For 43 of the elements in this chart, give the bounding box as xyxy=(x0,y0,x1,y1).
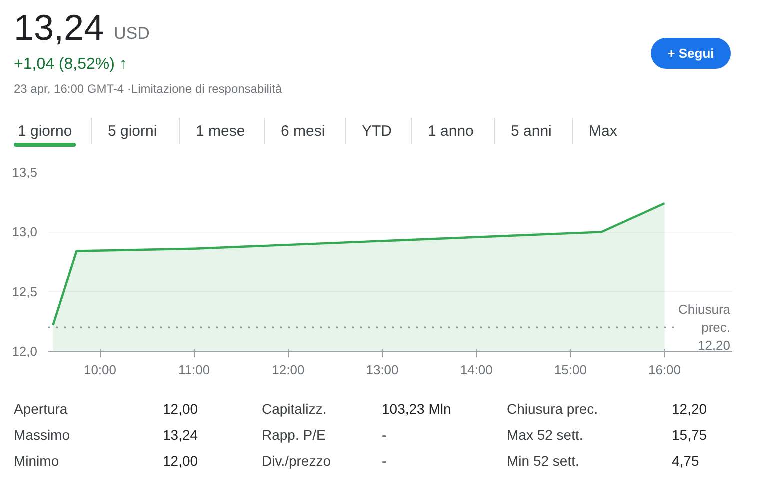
ref-line-label: Chiusura prec. 12,20 xyxy=(678,302,732,354)
text: 1 anno xyxy=(428,122,474,142)
x-tick-label: 16:00 xyxy=(648,362,682,378)
text: Div./prezzo xyxy=(262,452,331,471)
text: 12,00 xyxy=(163,400,198,419)
text: +1,04 (8,52%) ↑ xyxy=(14,55,128,75)
text: 1 mese xyxy=(196,122,246,142)
text: YTD xyxy=(362,122,392,142)
text: 13,24 xyxy=(14,6,104,50)
text: Max 52 sett. xyxy=(507,426,584,445)
text: 23 apr, 16:00 GMT-4 ·Limitazione di responsabilità xyxy=(14,81,282,98)
y-tick-label: 13,0 xyxy=(12,224,38,240)
x-tick-label: 11:00 xyxy=(178,362,210,378)
text: 6 mesi xyxy=(281,122,326,142)
text: - xyxy=(382,452,387,471)
y-tick-label: 12,0 xyxy=(12,344,38,359)
text: 12,20 xyxy=(672,400,708,419)
text: 4,75 xyxy=(672,452,700,471)
text: Capitalizz. xyxy=(262,400,327,419)
text: 1 giorno xyxy=(18,122,72,142)
x-tick-label: 10:00 xyxy=(84,362,117,378)
text: Chiusura prec. xyxy=(507,400,598,419)
text: + Segui xyxy=(651,38,731,69)
text: 12,00 xyxy=(163,452,198,471)
text: USD xyxy=(114,23,150,45)
text: Massimo xyxy=(14,426,70,445)
x-tick-label: 15:00 xyxy=(554,362,587,378)
x-tick-label: 12:00 xyxy=(272,362,305,378)
text: Min 52 sett. xyxy=(507,452,580,471)
text: Rapp. P/E xyxy=(262,426,326,445)
y-tick-label: 12,5 xyxy=(12,284,38,300)
text: 13,24 xyxy=(163,426,198,445)
text: Apertura xyxy=(14,400,68,419)
text: Minimo xyxy=(14,452,60,471)
text: 5 giorni xyxy=(108,122,158,142)
text: Max xyxy=(589,122,618,142)
x-tick-label: 14:00 xyxy=(460,362,493,378)
y-tick-label: 13,5 xyxy=(12,165,38,180)
text: 15,75 xyxy=(672,426,708,445)
text: 5 anni xyxy=(511,122,552,142)
text: 103,23 Mln xyxy=(382,400,452,419)
text: - xyxy=(382,426,387,445)
x-tick-label: 13:00 xyxy=(366,362,399,378)
